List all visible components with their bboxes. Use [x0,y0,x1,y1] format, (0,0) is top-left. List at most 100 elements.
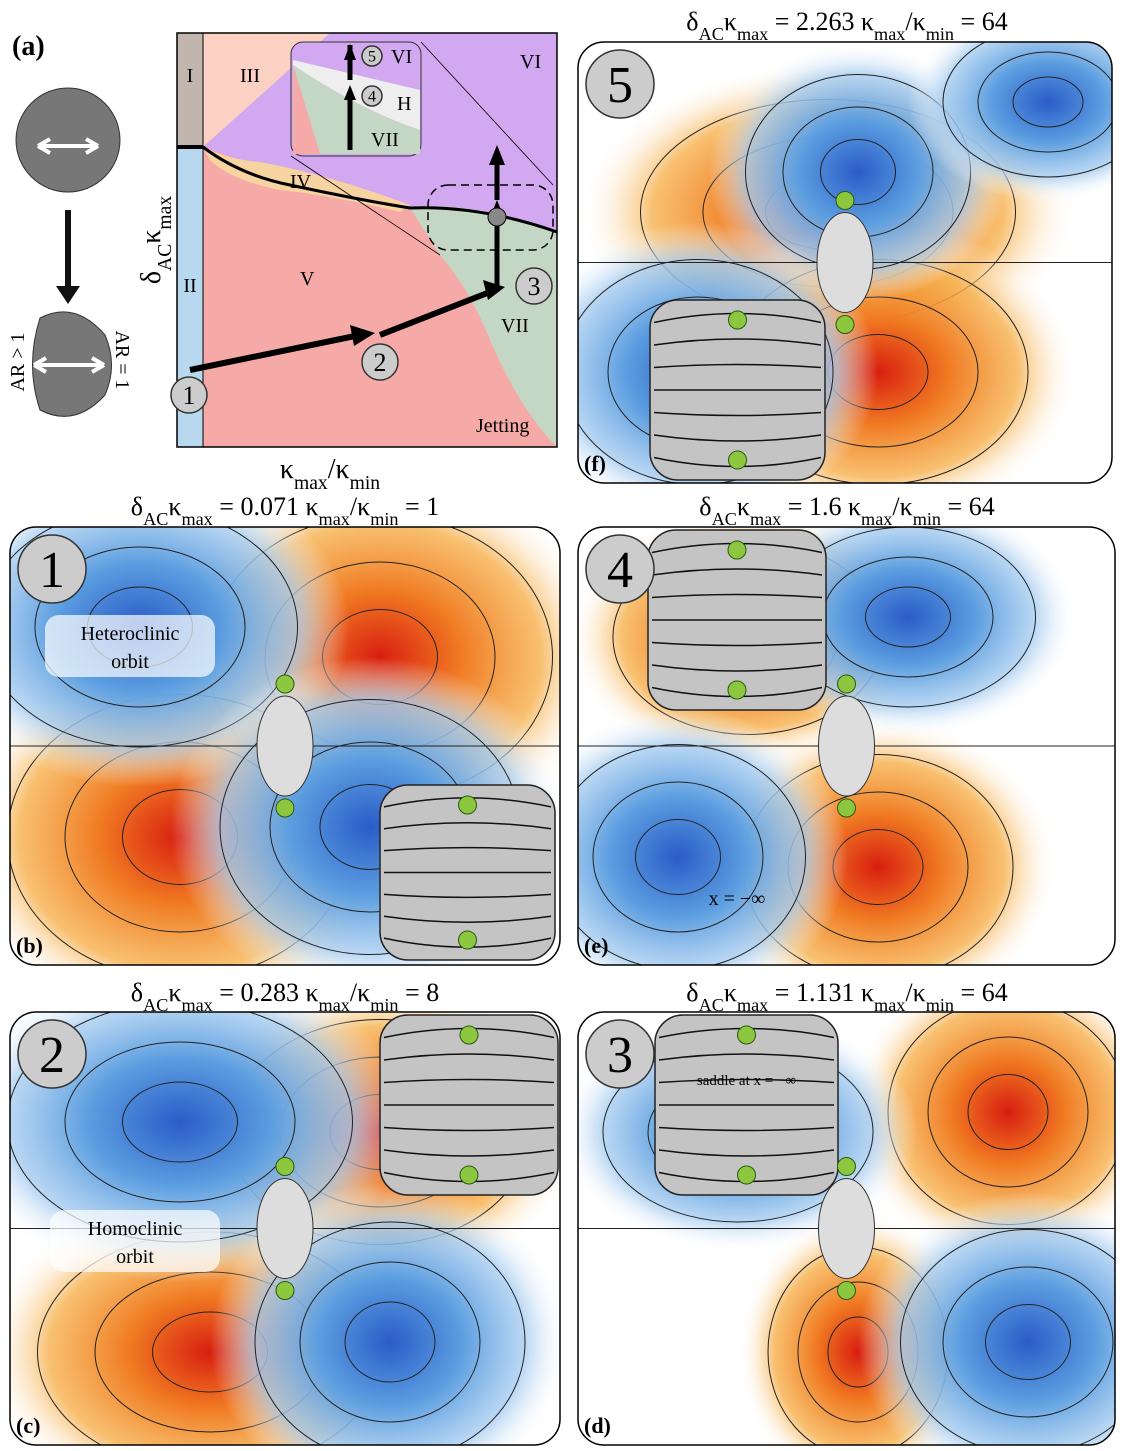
panel-label: (a) [12,31,45,62]
number-circle [17,1019,87,1089]
panel-title: δACκmax = 0.283 κmax/κmin = 8 [131,978,439,1015]
panel-frame [9,1011,561,1446]
contour [254,1221,526,1445]
panel-number: 1 [39,542,65,599]
marker-label: 1 [183,381,196,410]
contour [34,546,246,708]
math-text: κ [168,978,181,1007]
subscript: max [874,995,905,1015]
arrowhead [56,286,80,304]
math-text: κ [913,978,926,1007]
panel-number: 3 [607,1027,633,1084]
subscript: AC [712,509,737,529]
fixed-point [837,1157,856,1176]
subscript: AC [699,995,724,1015]
drop [256,695,314,797]
path-arrow [347,45,500,285]
contour [1012,76,1084,128]
math-text: / [892,492,900,521]
math-text: = [948,492,963,521]
math-text: / [350,978,358,1007]
math-text: κ [357,978,370,1007]
region-vii [410,206,557,447]
region-label: H [397,93,411,115]
streamline [383,846,552,852]
math-text: κ [280,454,294,485]
marker-circle [361,343,399,381]
region-i [177,33,203,147]
panel-number: 5 [607,57,633,114]
drop-shape [15,87,121,193]
streamline [653,411,822,417]
fixed-point [737,1165,756,1185]
annotation-box [45,615,215,677]
fixed-point [275,1281,295,1300]
region-vii [293,65,420,154]
contour [578,744,806,965]
fixed-point [837,1281,856,1300]
streamline [383,1126,555,1132]
math-text: x = −∞ [709,888,766,910]
panel-label: (b) [16,933,43,958]
panel-frame [577,526,1116,966]
contour [10,527,298,748]
annotation-box [50,1210,220,1272]
drop [818,695,875,797]
streamline [383,1149,555,1157]
region-v [293,65,320,154]
math-text: 64 [982,7,1008,36]
subscript: min [913,509,941,529]
marker-circle [361,45,383,67]
subscript: min [926,995,954,1015]
math-text: κ [305,492,318,521]
subscript: min [926,24,954,44]
annotation: orbit [111,651,149,673]
x-axis-label: κmax/κmin [280,454,380,494]
math-text: = [405,978,420,1007]
math-text: κ [724,978,737,1007]
region-label: Jetting [476,415,529,437]
subscript: max [294,473,328,494]
math-text: 64 [969,492,995,521]
arrowhead [350,280,505,346]
fixed-point [835,191,855,210]
region-label: IV [290,171,312,193]
subscript: max [319,509,350,529]
math-text: = [219,492,234,521]
math-text: κ [900,492,913,521]
fixed-point [835,315,855,334]
streamline [651,664,823,672]
math-text: 1.6 [809,492,842,521]
fixed-point [728,450,747,470]
math-text: κ [848,492,861,521]
double-arrow [32,356,106,374]
region-iv [203,147,410,212]
subscript: max [181,995,212,1015]
number-circle [17,534,87,604]
subscript: max [181,509,212,529]
panel-number: 4 [607,542,633,599]
math-text: δ [131,978,143,1007]
math-text: κ [168,492,181,521]
contour [927,1036,1089,1188]
fixed-point [837,798,856,818]
fixed-point [837,674,856,694]
field-panel: 3 (d) saddle at x = −∞ [577,1011,1116,1446]
axis-label: δACκmax [136,196,176,284]
math-text: κ [724,7,737,36]
field-panel: 2 (c) Homoclinic orbit [9,1011,561,1446]
number-circle [585,1019,655,1089]
fixed-point [275,798,295,818]
math-text: / [905,978,913,1007]
math-text: 8 [426,978,439,1007]
math-text: κ [737,492,750,521]
math-text: κ [305,978,318,1007]
drop [816,212,874,313]
subscript: max [750,509,781,529]
fixed-point [459,1165,479,1185]
contour [578,259,834,483]
math-text: 64 [982,978,1008,1007]
streamline [383,915,552,923]
contour [942,1266,1114,1418]
